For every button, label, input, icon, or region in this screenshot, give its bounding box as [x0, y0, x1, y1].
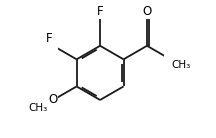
- Text: CH₃: CH₃: [171, 60, 190, 70]
- Text: F: F: [45, 32, 52, 45]
- Text: CH₃: CH₃: [29, 104, 48, 113]
- Text: O: O: [49, 93, 58, 107]
- Text: O: O: [142, 5, 152, 18]
- Text: F: F: [97, 5, 103, 18]
